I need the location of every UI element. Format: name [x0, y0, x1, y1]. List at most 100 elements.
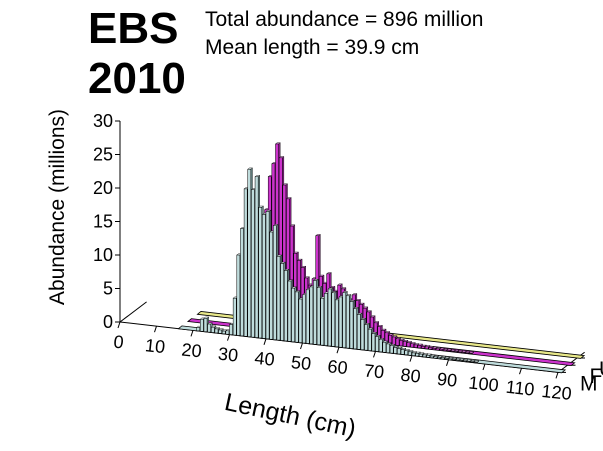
- bar-M-93: [459, 360, 463, 362]
- bar-M-88: [440, 357, 445, 360]
- bar-M-47: [291, 287, 295, 342]
- bar-M-35: [247, 168, 252, 337]
- series-label-M: M: [580, 372, 598, 395]
- bar-F-79: [417, 345, 422, 349]
- bar-F-90: [457, 351, 462, 353]
- bar-F-77: [410, 343, 414, 348]
- y-tick-label: 0: [103, 312, 113, 332]
- bar-M-81: [415, 353, 419, 357]
- bar-M-50: [302, 294, 306, 344]
- bar-M-25: [211, 326, 215, 333]
- bar-M-90: [448, 358, 452, 361]
- bar-M-34: [243, 188, 248, 337]
- bar-M-77: [400, 349, 405, 355]
- bar-M-70: [375, 336, 379, 352]
- bar-M-87: [437, 356, 441, 359]
- bar-M-26: [214, 328, 219, 334]
- bar-M-73: [386, 343, 390, 353]
- bar-F-75: [403, 341, 407, 347]
- bar-M-46: [287, 280, 292, 342]
- bar-M-58: [331, 292, 336, 347]
- x-tick: [555, 372, 559, 379]
- bar-M-38: [258, 207, 263, 339]
- bar-M-52: [309, 286, 314, 345]
- x-tick: [409, 355, 413, 362]
- x-tick-label: 90: [436, 369, 458, 391]
- bar-F-87: [446, 350, 451, 352]
- bar-M-78: [404, 350, 409, 356]
- y-tick-label: 15: [93, 212, 113, 232]
- bar-M-66: [360, 319, 365, 350]
- bar-M-56: [324, 293, 328, 346]
- y-tick-label: 10: [93, 245, 113, 265]
- bar-M-67: [364, 324, 368, 351]
- bar-F-80: [421, 346, 425, 349]
- x-tick-label: 40: [254, 348, 276, 370]
- bar-M-62: [346, 295, 350, 349]
- depth-axis-line: [119, 301, 147, 323]
- bar-M-44: [280, 263, 284, 341]
- chart-subtitle-mean-length: Mean length = 39.9 cm: [205, 36, 420, 59]
- bar-M-51: [305, 289, 310, 344]
- bar-M-96: [470, 361, 474, 363]
- bar-M-80: [411, 352, 416, 356]
- bar-F-86: [443, 349, 447, 352]
- x-tick: [190, 330, 194, 337]
- bar-F-93: [468, 352, 473, 355]
- bar-M-49: [298, 298, 303, 343]
- bar-M-33: [240, 228, 244, 337]
- bar-M-41: [269, 231, 273, 340]
- bar-M-28: [221, 330, 226, 335]
- bar-F-89: [454, 351, 458, 353]
- bar-F-78: [413, 344, 418, 348]
- bar-F-84: [435, 348, 440, 351]
- x-tick: [519, 368, 522, 375]
- x-tick: [154, 326, 157, 333]
- bar-F-74: [399, 340, 403, 347]
- bar-M-86: [433, 356, 438, 359]
- bar-M-45: [284, 270, 288, 342]
- series-label-U: U: [599, 358, 603, 381]
- x-tick-label: 70: [363, 360, 385, 382]
- bar-M-55: [320, 297, 325, 346]
- x-tick-label: 60: [327, 356, 349, 378]
- bar-M-29: [225, 330, 230, 335]
- bar-M-85: [430, 355, 434, 358]
- y-tick-label: 30: [93, 111, 113, 131]
- x-tick: [373, 351, 376, 358]
- series-label-F: F: [590, 365, 603, 388]
- x-tick-label: 50: [290, 352, 312, 374]
- x-tick: [446, 359, 449, 366]
- y-tick-label: 5: [103, 279, 113, 299]
- bar-F-82: [428, 347, 433, 350]
- bar-M-65: [357, 314, 361, 350]
- bar-F-81: [424, 346, 429, 350]
- bar-M-76: [397, 348, 401, 355]
- x-tick: [227, 334, 230, 341]
- bar-F-73: [395, 338, 400, 346]
- bar-M-97: [473, 361, 478, 363]
- y-tick-label: 20: [93, 178, 113, 198]
- bar-M-39: [262, 214, 266, 339]
- x-tick: [117, 321, 121, 329]
- bar-M-91: [451, 359, 456, 361]
- bar-M-89: [444, 358, 449, 360]
- bar-M-82: [419, 353, 423, 357]
- bar-M-94: [462, 360, 467, 362]
- bar-M-32: [236, 254, 241, 336]
- bar-M-48: [294, 291, 299, 343]
- bar-M-64: [353, 308, 357, 350]
- y-tick-label: 25: [93, 145, 113, 165]
- x-tick: [336, 347, 340, 354]
- bar-F-92: [465, 352, 469, 354]
- chart-subtitle-abundance: Total abundance = 896 million: [205, 8, 484, 31]
- bar-M-37: [254, 176, 259, 338]
- x-tick: [300, 342, 303, 350]
- bar-M-84: [426, 355, 430, 358]
- bar-M-24: [207, 323, 211, 333]
- bar-M-53: [313, 280, 317, 345]
- bar-M-30: [229, 324, 233, 335]
- bar-M-61: [342, 292, 346, 348]
